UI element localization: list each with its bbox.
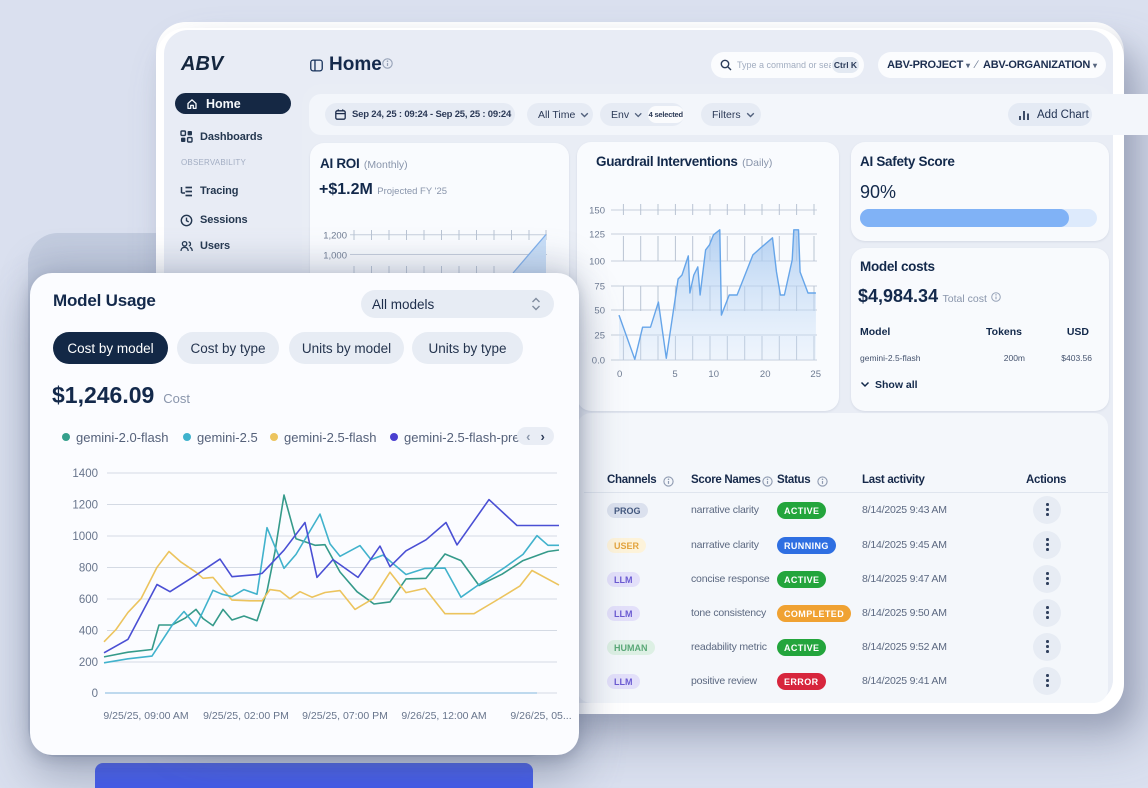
svg-text:600: 600 <box>79 594 98 606</box>
svg-text:800: 800 <box>79 563 98 575</box>
svg-text:0: 0 <box>617 369 622 380</box>
svg-text:0: 0 <box>92 688 98 700</box>
svg-text:200: 200 <box>79 657 98 669</box>
svg-text:150: 150 <box>589 206 605 217</box>
svg-text:9/25/25, 07:00 PM: 9/25/25, 07:00 PM <box>302 710 388 722</box>
svg-text:1000: 1000 <box>72 531 98 543</box>
svg-text:1400: 1400 <box>72 468 98 480</box>
svg-text:5: 5 <box>672 369 677 380</box>
svg-text:9/26/25, 05...: 9/26/25, 05... <box>510 710 571 722</box>
svg-text:50: 50 <box>594 306 605 317</box>
svg-text:75: 75 <box>594 282 605 293</box>
svg-text:9/25/25, 09:00 AM: 9/25/25, 09:00 AM <box>103 710 188 722</box>
svg-text:10: 10 <box>708 369 719 380</box>
svg-text:125: 125 <box>589 230 605 241</box>
svg-text:1,200: 1,200 <box>323 231 347 242</box>
svg-text:25: 25 <box>594 331 605 342</box>
svg-text:1,000: 1,000 <box>323 251 347 262</box>
svg-text:25: 25 <box>810 369 821 380</box>
svg-text:9/26/25, 12:00 AM: 9/26/25, 12:00 AM <box>401 710 486 722</box>
svg-text:100: 100 <box>589 257 605 268</box>
svg-text:20: 20 <box>760 369 771 380</box>
svg-text:400: 400 <box>79 626 98 638</box>
svg-text:9/25/25, 02:00 PM: 9/25/25, 02:00 PM <box>203 710 289 722</box>
svg-text:0.0: 0.0 <box>592 356 605 367</box>
svg-text:1200: 1200 <box>72 500 98 512</box>
